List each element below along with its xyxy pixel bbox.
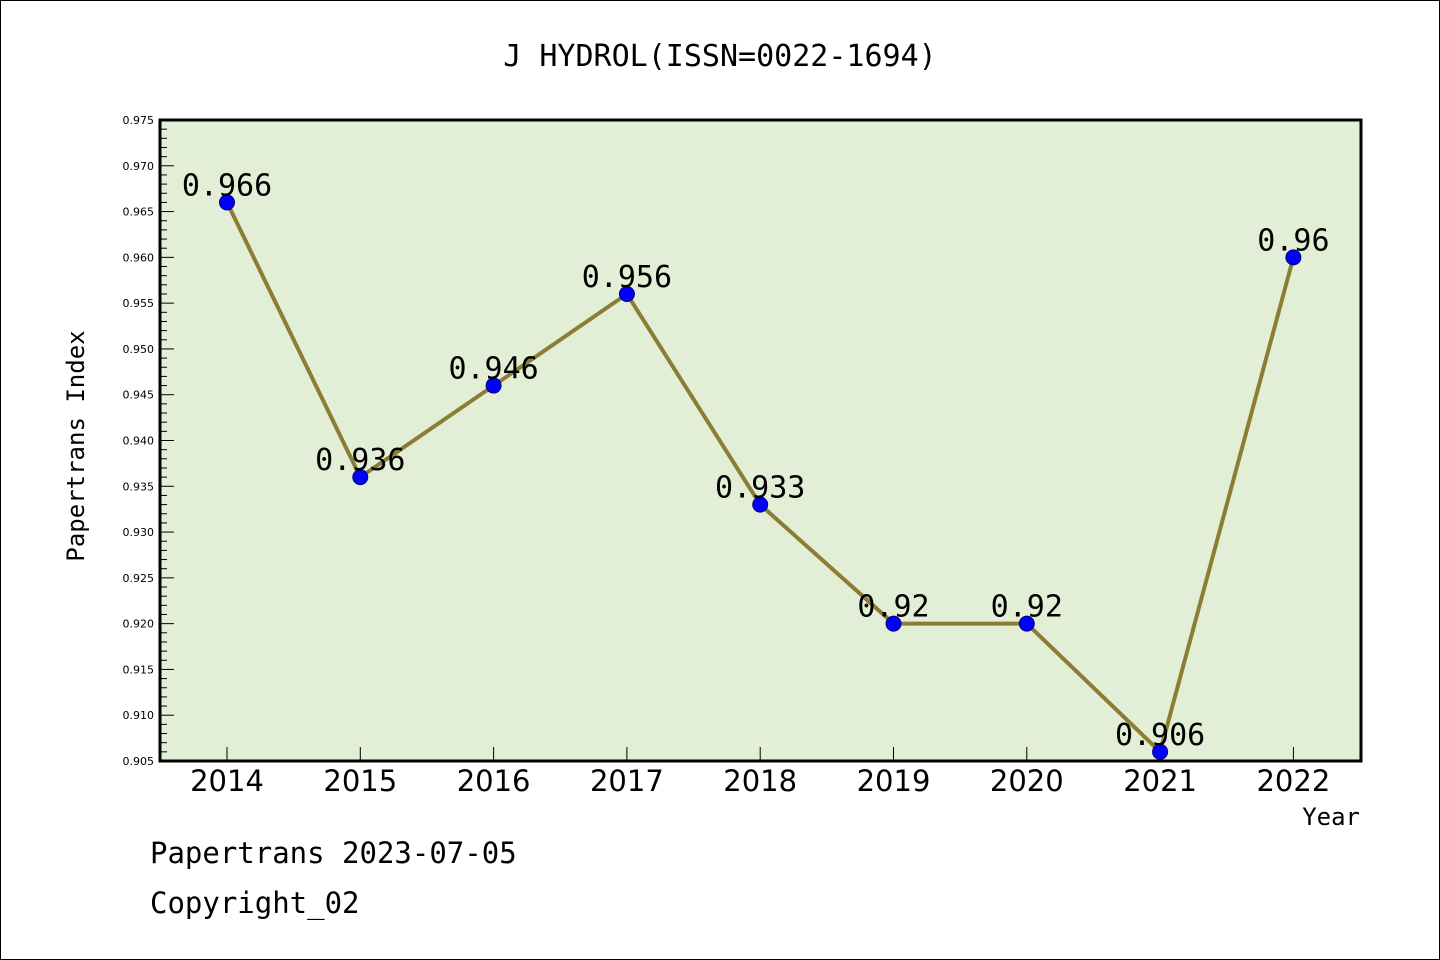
data-label: 0.96 [1257,223,1329,258]
y-axis-tick-labels: 0.905 0.910 0.915 0.920 0.925 0.930 0.935 0.940… [123,114,155,768]
data-point-marker [1285,249,1302,266]
data-label-layer: 0.966 0.936 0.946 0.956 0.933 0.92 0.92 0.906 0.… [182,168,1330,752]
footer-date: Papertrans 2023-07-05 [150,836,517,870]
y-tick-label: 0.950 [123,343,155,356]
data-point-marker [219,194,235,211]
data-label: 0.933 [715,471,805,506]
y-tick-label: 0.930 [123,526,155,539]
x-tick-label: 2017 [590,764,664,798]
data-label: 0.966 [182,168,272,203]
data-point-marker [352,469,369,486]
y-tick-label: 0.955 [123,297,155,310]
data-label: 0.906 [1115,718,1205,753]
x-tick-label: 2022 [1256,764,1330,798]
y-tick-label: 0.925 [123,572,155,585]
x-tick-label: 2015 [323,764,397,798]
data-point-marker [752,496,769,513]
y-tick-label: 0.940 [123,435,155,448]
x-tick-label: 2014 [190,764,264,798]
y-tick-label: 0.935 [123,480,155,493]
data-label: 0.956 [582,260,672,295]
x-axis-label: Year [1302,803,1360,831]
x-tick-label: 2016 [457,764,531,798]
data-point-marker [485,377,502,394]
data-label: 0.936 [315,443,405,478]
marker-layer [219,194,1302,760]
x-tick-label: 2020 [990,764,1064,798]
y-axis-label: Papertrans Index [62,330,90,561]
y-tick-label: 0.920 [123,618,155,631]
data-point-marker [885,615,902,632]
x-axis-ticks [226,747,1294,761]
y-tick-label: 0.970 [123,160,155,173]
x-axis-tick-labels: 2014 2015 2016 2017 2018 2019 2020 2021 2022 [190,764,1330,798]
data-point-marker [618,285,635,302]
y-tick-label: 0.945 [123,389,155,402]
y-tick-label: 0.915 [123,663,155,676]
y-tick-label: 0.975 [123,114,155,127]
plot-area [160,120,1361,761]
x-tick-label: 2021 [1123,764,1197,798]
footer-copyright: Copyright_02 [150,886,360,921]
y-tick-label: 0.960 [123,251,155,264]
x-tick-label: 2018 [723,764,797,798]
data-label: 0.946 [448,352,538,387]
data-label: 0.92 [991,590,1063,625]
y-tick-label: 0.910 [123,709,155,722]
x-tick-label: 2019 [857,764,931,798]
plot-border [158,118,1363,763]
chart-title: J HYDROL(ISSN=0022-1694) [503,39,936,74]
y-tick-label: 0.905 [123,755,155,768]
data-point-marker [1152,743,1169,760]
data-label: 0.92 [857,590,929,625]
y-tick-label: 0.965 [123,206,155,219]
data-point-marker [1018,615,1035,632]
